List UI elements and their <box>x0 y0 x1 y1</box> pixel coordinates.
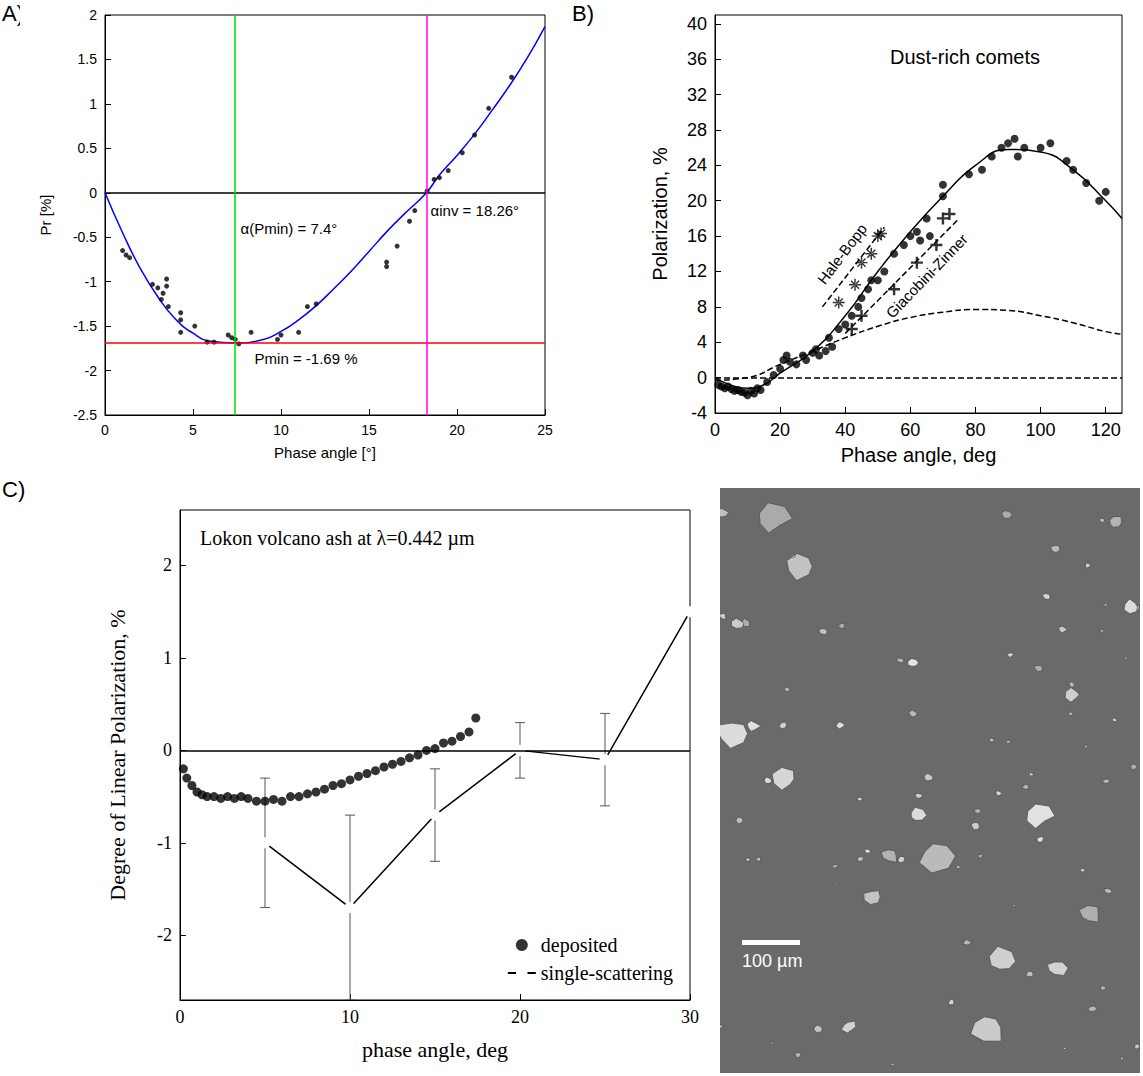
svg-text:20: 20 <box>449 422 465 438</box>
svg-text:1: 1 <box>89 96 97 112</box>
svg-text:Phase angle, deg: Phase angle, deg <box>841 444 997 466</box>
svg-text:0.5: 0.5 <box>78 140 98 156</box>
svg-text:8: 8 <box>697 297 707 317</box>
svg-text:1.5: 1.5 <box>78 51 98 67</box>
svg-text:single-scattering: single-scattering <box>541 962 673 985</box>
svg-text:120: 120 <box>1091 420 1121 440</box>
svg-text:-0.5: -0.5 <box>73 229 97 245</box>
svg-text:0: 0 <box>89 185 97 201</box>
svg-text:Pmin = -1.69 %: Pmin = -1.69 % <box>255 350 358 367</box>
svg-text:24: 24 <box>687 155 707 175</box>
svg-text:30: 30 <box>681 1007 699 1027</box>
svg-text:Pr [%]: Pr [%] <box>37 195 54 236</box>
svg-text:100: 100 <box>1026 420 1056 440</box>
svg-text:Dust-rich comets: Dust-rich comets <box>890 46 1040 68</box>
svg-text:15: 15 <box>361 422 377 438</box>
svg-text:20: 20 <box>511 1007 529 1027</box>
svg-text:10: 10 <box>273 422 289 438</box>
svg-text:-2: -2 <box>157 925 172 945</box>
svg-text:100 µm: 100 µm <box>742 951 802 971</box>
svg-text:phase angle, deg: phase angle, deg <box>362 1037 508 1062</box>
svg-text:α(Pmin) = 7.4°: α(Pmin) = 7.4° <box>241 220 338 237</box>
svg-text:0: 0 <box>697 368 707 388</box>
svg-text:Hale-Bopp: Hale-Bopp <box>814 220 870 287</box>
svg-text:36: 36 <box>687 49 707 69</box>
svg-text:2: 2 <box>89 7 97 23</box>
svg-text:16: 16 <box>687 226 707 246</box>
svg-text:10: 10 <box>341 1007 359 1027</box>
html-text:B): B) <box>572 1 594 26</box>
svg-text:28: 28 <box>687 120 707 140</box>
svg-text:60: 60 <box>900 420 920 440</box>
svg-text:0: 0 <box>176 1007 185 1027</box>
svg-text:4: 4 <box>697 332 707 352</box>
svg-text:-1: -1 <box>85 274 98 290</box>
svg-text:-4: -4 <box>691 403 707 423</box>
svg-text:Degree of Linear Polarization,: Degree of Linear Polarization, % <box>105 609 130 900</box>
svg-text:40: 40 <box>835 420 855 440</box>
svg-text:12: 12 <box>687 261 707 281</box>
svg-text:Phase angle [°]: Phase angle [°] <box>274 444 376 461</box>
svg-text:deposited: deposited <box>541 934 618 957</box>
svg-text:20: 20 <box>770 420 790 440</box>
svg-text:40: 40 <box>687 14 707 34</box>
svg-text:-2: -2 <box>85 363 98 379</box>
svg-text:-1.5: -1.5 <box>73 318 97 334</box>
svg-text:0: 0 <box>163 740 172 760</box>
svg-text:-2.5: -2.5 <box>73 407 97 423</box>
svg-text:80: 80 <box>965 420 985 440</box>
svg-text:0: 0 <box>710 420 720 440</box>
svg-text:25: 25 <box>537 422 553 438</box>
svg-text:αinv = 18.26°: αinv = 18.26° <box>431 202 519 219</box>
svg-text:1: 1 <box>163 648 172 668</box>
svg-text:Lokon volcano ash at λ=0.442 µ: Lokon volcano ash at λ=0.442 µm <box>200 527 475 550</box>
svg-text:2: 2 <box>163 555 172 575</box>
svg-text:Giacobini-Zinner: Giacobini-Zinner <box>882 230 971 321</box>
svg-text:20: 20 <box>687 191 707 211</box>
svg-text:-1: -1 <box>157 833 172 853</box>
html-text:A): A) <box>2 1 24 26</box>
svg-text:32: 32 <box>687 85 707 105</box>
svg-text:0: 0 <box>101 422 109 438</box>
html-text:C): C) <box>2 477 26 502</box>
svg-text:5: 5 <box>189 422 197 438</box>
svg-text:Polarization, %: Polarization, % <box>649 147 671 281</box>
